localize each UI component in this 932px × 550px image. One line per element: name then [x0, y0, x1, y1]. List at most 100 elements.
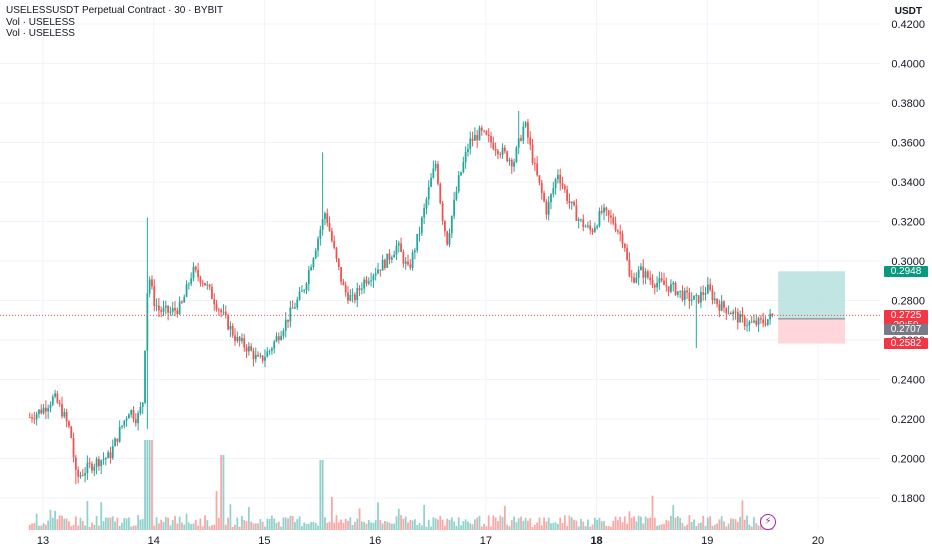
volume-bar [241, 516, 243, 530]
candle-body [423, 207, 426, 218]
candle-body [181, 301, 183, 303]
candle-body [545, 201, 548, 215]
candle-body [695, 295, 698, 297]
volume-bar [527, 520, 529, 530]
candle-body [377, 269, 379, 274]
volume-bar [171, 520, 174, 530]
candle-body [49, 404, 52, 409]
volume-bar [266, 518, 269, 530]
candle-body [213, 299, 216, 305]
volume-bar [653, 517, 656, 530]
volume-bar [153, 525, 156, 530]
candle-body [670, 284, 672, 292]
candle-body [635, 277, 638, 283]
volume-bar [393, 523, 396, 530]
volume-bar [732, 518, 735, 530]
volume-bar [414, 519, 416, 530]
volume-legend-1[interactable]: Vol · USELESS [6, 16, 75, 28]
candle-body [35, 413, 38, 420]
candle-body [95, 458, 98, 467]
candle-body [365, 279, 368, 284]
volume-bar [577, 526, 580, 530]
candle-body [79, 475, 82, 477]
lightning-icon[interactable]: ⚡ [760, 514, 776, 530]
candle-body [275, 336, 278, 342]
volume-bar [162, 521, 165, 530]
candle-body [679, 290, 682, 292]
volume-bar [328, 521, 331, 530]
candle-body [531, 144, 534, 163]
candle-body [515, 147, 518, 162]
volume-bar [68, 521, 70, 530]
y-axis-tick: 0.2200 [891, 414, 925, 426]
candle-body [547, 202, 550, 215]
y-axis-tick: 0.3800 [891, 98, 925, 110]
candle-body [201, 282, 204, 284]
volume-bar [457, 517, 460, 530]
candle-body [769, 313, 772, 320]
candle-body [494, 149, 497, 151]
candle-body [607, 210, 610, 216]
volume-bar [234, 524, 236, 530]
candle-body [146, 293, 149, 351]
chart-legend: USELESSUSDT Perpetual Contract · 30 · BY… [6, 5, 223, 40]
y-axis-tick: 0.4200 [891, 19, 925, 31]
candle-body [550, 194, 552, 203]
volume-bar [164, 517, 167, 530]
candle-body [351, 294, 354, 296]
candle-body [162, 307, 165, 312]
y-axis-tick: 0.3400 [891, 177, 925, 189]
candle-body [427, 186, 430, 200]
volume-bar [460, 525, 462, 530]
volume-bar [621, 522, 624, 530]
volume-bar [79, 517, 82, 530]
candle-body [432, 168, 435, 178]
candle-body [420, 217, 423, 234]
candle-body [381, 259, 384, 271]
candle-body [107, 452, 110, 459]
candle-body [194, 266, 197, 270]
volume-bar [289, 515, 292, 530]
candle-body [471, 138, 474, 141]
volume-bar [291, 515, 294, 530]
volume-bar [342, 522, 345, 530]
candle-body [755, 320, 758, 325]
candle-body [580, 219, 582, 221]
candle-body [725, 307, 728, 314]
volume-bar [317, 525, 319, 530]
x-axis-tick: 20 [812, 535, 824, 547]
volume-bar [499, 515, 502, 530]
volume-legend-2[interactable]: Vol · USELESS [6, 28, 75, 39]
candle-body [70, 426, 73, 438]
volume-bar [91, 522, 93, 530]
volume-bar [130, 526, 133, 530]
volume-bar [199, 518, 202, 530]
candle-body [342, 281, 345, 286]
candle-body [206, 284, 209, 286]
candle-body [764, 323, 767, 325]
y-axis-tick: 0.3200 [891, 217, 925, 229]
candle-body [723, 301, 725, 308]
volume-bar [716, 523, 718, 530]
volume-bar [176, 523, 179, 530]
currency-label[interactable]: USDT [894, 6, 922, 17]
candle-body [190, 278, 193, 284]
candle-body [693, 295, 695, 300]
candle-body [104, 458, 107, 460]
candle-body [42, 407, 45, 414]
volume-bar [734, 519, 737, 530]
candle-body [231, 325, 234, 336]
volume-bar [437, 519, 439, 530]
candle-body [434, 163, 437, 169]
volume-bar [586, 519, 589, 530]
candle-body [379, 269, 382, 271]
volume-bar [374, 520, 377, 530]
volume-bar [287, 518, 289, 530]
candle-body [349, 295, 352, 301]
candle-body [31, 417, 33, 419]
candle-body [116, 438, 119, 442]
symbol-title[interactable]: USELESSUSDT Perpetual Contract · 30 · BY… [6, 5, 224, 16]
volume-bar [676, 516, 679, 530]
candle-body [667, 286, 670, 292]
